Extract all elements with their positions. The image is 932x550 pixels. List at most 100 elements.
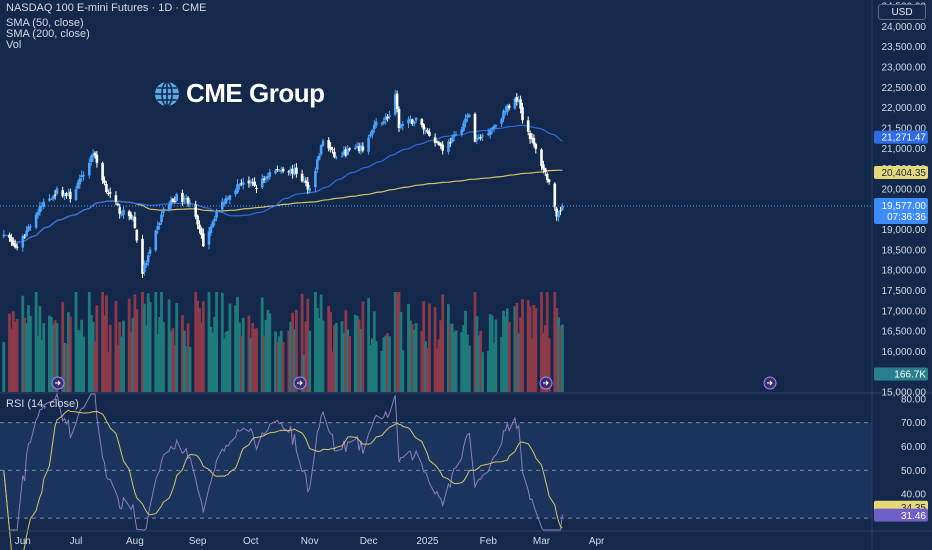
candle-body[interactable] — [407, 119, 410, 124]
candle-body[interactable] — [67, 193, 70, 196]
candle-body[interactable] — [15, 246, 19, 248]
candle-body[interactable] — [449, 142, 452, 144]
candle-body[interactable] — [42, 201, 45, 207]
candle-body[interactable] — [13, 243, 17, 248]
candle-body[interactable] — [103, 180, 106, 184]
candle-body[interactable] — [207, 231, 211, 245]
candle-body[interactable] — [175, 194, 178, 202]
candle-body[interactable] — [507, 105, 511, 109]
candle-body[interactable] — [555, 208, 558, 217]
candle-body[interactable] — [171, 198, 175, 202]
candle-body[interactable] — [308, 188, 311, 191]
candle-body[interactable] — [335, 157, 338, 159]
candle-body[interactable] — [61, 190, 64, 197]
candle-body[interactable] — [211, 221, 215, 228]
candle-body[interactable] — [148, 249, 152, 254]
event-marker-icon[interactable] — [293, 376, 307, 390]
candle-body[interactable] — [202, 233, 205, 247]
candle-body[interactable] — [357, 146, 361, 152]
candle-body[interactable] — [397, 109, 401, 128]
candle-body[interactable] — [118, 207, 121, 214]
candle-body[interactable] — [473, 113, 477, 142]
candle-body[interactable] — [50, 198, 53, 200]
candle-body[interactable] — [420, 119, 424, 126]
candle-body[interactable] — [462, 123, 465, 131]
candle-body[interactable] — [146, 255, 150, 263]
candle-body[interactable] — [122, 209, 125, 215]
candle-body[interactable] — [255, 187, 258, 189]
candle-body[interactable] — [249, 181, 253, 183]
candle-body[interactable] — [532, 137, 536, 145]
candle-body[interactable] — [63, 194, 66, 196]
candle-body[interactable] — [475, 139, 479, 141]
candle-body[interactable] — [359, 145, 363, 152]
candle-body[interactable] — [53, 194, 57, 196]
candle-body[interactable] — [260, 178, 264, 188]
candle-body[interactable] — [361, 146, 365, 151]
candle-body[interactable] — [135, 229, 139, 241]
candle-body[interactable] — [287, 171, 291, 173]
candle-body[interactable] — [399, 123, 403, 128]
candle-body[interactable] — [317, 155, 321, 160]
candle-body[interactable] — [188, 202, 192, 204]
candle-body[interactable] — [447, 141, 450, 152]
candle-body[interactable] — [500, 119, 503, 124]
candle-body[interactable] — [521, 107, 524, 121]
candle-body[interactable] — [561, 206, 564, 210]
candle-body[interactable] — [504, 110, 507, 112]
symbol-title[interactable]: NASDAQ 100 E-mini Futures · 1D · CME — [6, 2, 207, 14]
event-marker-icon[interactable] — [51, 376, 65, 390]
candle-body[interactable] — [251, 182, 254, 184]
candle-body[interactable] — [262, 178, 266, 180]
candle-body[interactable] — [116, 203, 120, 206]
candle-body[interactable] — [393, 94, 397, 115]
candle-body[interactable] — [528, 133, 532, 140]
candle-body[interactable] — [74, 189, 78, 201]
candle-body[interactable] — [224, 197, 228, 204]
candle-body[interactable] — [526, 120, 530, 132]
candle-body[interactable] — [479, 137, 482, 139]
candle-body[interactable] — [314, 171, 317, 188]
candle-body[interactable] — [40, 205, 44, 207]
candle-body[interactable] — [304, 180, 308, 183]
event-marker-icon[interactable] — [539, 376, 553, 390]
candle-body[interactable] — [481, 135, 484, 137]
candle-body[interactable] — [253, 181, 256, 187]
event-marker-icon[interactable] — [763, 376, 777, 390]
candle-body[interactable] — [129, 214, 133, 219]
candle-body[interactable] — [196, 215, 199, 225]
candle-body[interactable] — [506, 105, 509, 113]
candle-body[interactable] — [8, 234, 11, 238]
candle-body[interactable] — [198, 224, 201, 230]
candle-body[interactable] — [488, 130, 492, 136]
candle-body[interactable] — [409, 119, 412, 122]
candle-body[interactable] — [401, 124, 405, 126]
rsi-legend[interactable]: RSI (14, close) — [6, 398, 79, 410]
candle-body[interactable] — [78, 178, 82, 185]
candle-body[interactable] — [120, 214, 123, 216]
candle-body[interactable] — [380, 122, 384, 124]
candle-body[interactable] — [101, 162, 104, 181]
candle-body[interactable] — [169, 200, 173, 206]
candle-body[interactable] — [200, 228, 203, 235]
candle-body[interactable] — [355, 145, 359, 148]
candle-body[interactable] — [226, 198, 230, 200]
rsi-line[interactable] — [3, 392, 563, 531]
candle-body[interactable] — [369, 134, 372, 137]
candle-body[interactable] — [530, 137, 534, 139]
candle-body[interactable] — [247, 180, 251, 184]
candle-body[interactable] — [160, 214, 163, 223]
candle-body[interactable] — [411, 119, 414, 124]
rsi-axis[interactable]: 80.00 70.00 60.00 50.00 40.00 — [901, 394, 926, 500]
candle-body[interactable] — [89, 155, 93, 163]
candle-body[interactable] — [95, 154, 99, 163]
candle-body[interactable] — [553, 183, 557, 208]
candle-body[interactable] — [276, 169, 279, 171]
candle-body[interactable] — [93, 152, 97, 156]
candle-body[interactable] — [222, 202, 226, 204]
candle-body[interactable] — [141, 238, 144, 274]
candle-body[interactable] — [162, 208, 165, 214]
candle-body[interactable] — [82, 175, 85, 177]
candle-body[interactable] — [240, 183, 243, 185]
